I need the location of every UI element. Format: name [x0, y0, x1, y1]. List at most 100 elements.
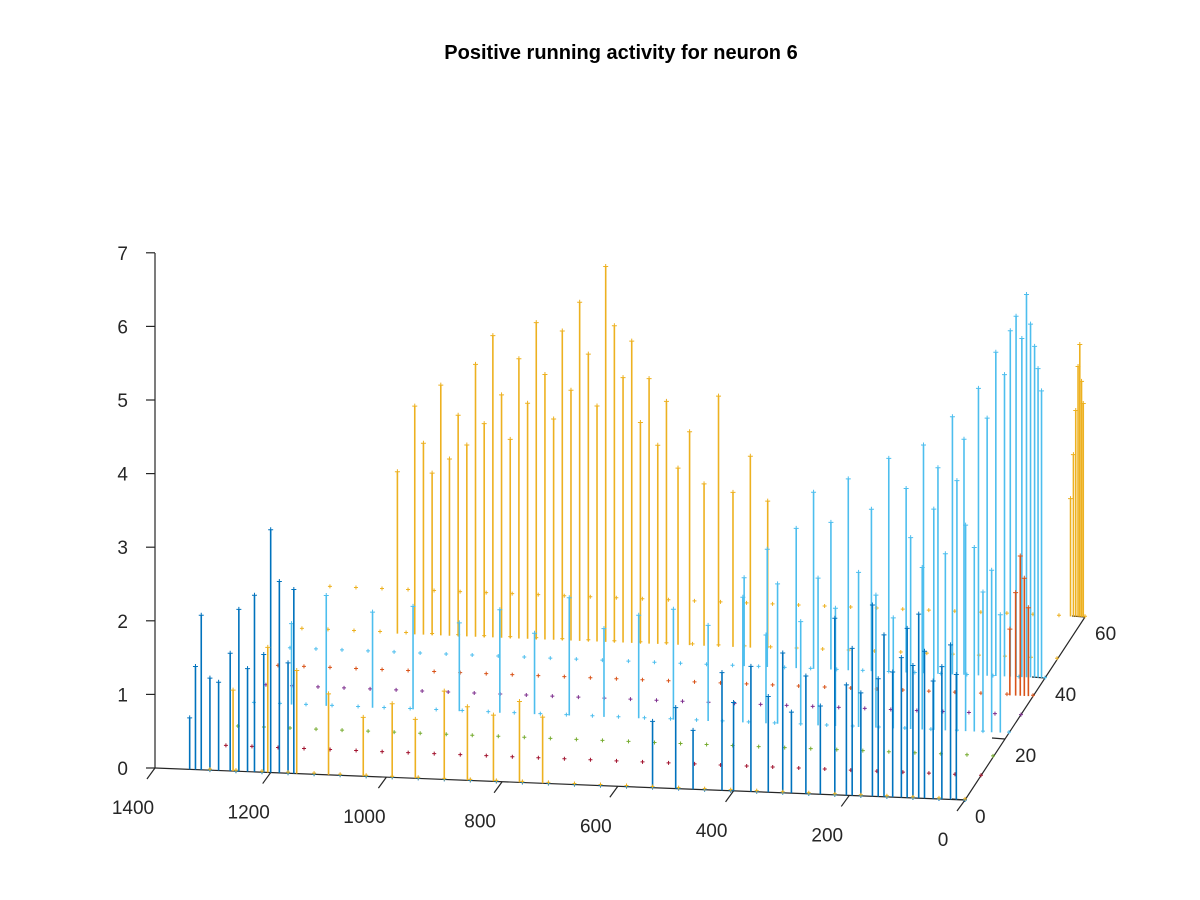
stem-marker — [412, 716, 418, 722]
base-marker — [340, 647, 345, 652]
base-marker — [966, 710, 971, 715]
base-marker — [822, 684, 827, 689]
base-marker — [366, 729, 371, 734]
base-marker — [548, 736, 553, 741]
base-marker — [327, 584, 332, 589]
z-tick-label: 3 — [117, 538, 128, 559]
base-marker — [702, 786, 707, 791]
z-tick-label: 1 — [117, 685, 128, 706]
x-tick-label: 400 — [696, 821, 728, 842]
x-axis-line — [154, 767, 966, 801]
stem-marker — [741, 575, 747, 581]
z-tick-label: 6 — [117, 317, 128, 338]
base-marker — [406, 668, 411, 673]
series — [287, 292, 1047, 680]
stem-marker — [731, 700, 737, 706]
stem-marker — [1019, 336, 1025, 342]
stem-marker — [849, 645, 855, 651]
base-marker — [884, 793, 889, 798]
base-marker — [770, 765, 775, 770]
base-marker — [678, 741, 683, 746]
base-marker — [1004, 692, 1009, 697]
stem-marker — [1079, 378, 1085, 384]
stem-marker — [410, 603, 416, 609]
base-marker — [299, 626, 304, 631]
stem-marker — [719, 670, 725, 676]
base-marker — [624, 783, 629, 788]
stem-marker — [1017, 553, 1023, 559]
stem-marker — [207, 675, 213, 681]
base-marker — [694, 717, 699, 722]
stem-marker — [993, 349, 999, 355]
base-marker — [416, 775, 421, 780]
stem-marker — [1023, 292, 1029, 298]
stem-marker — [251, 592, 257, 598]
x-tick-label: 600 — [580, 816, 612, 837]
base-marker — [562, 674, 567, 679]
base-marker — [356, 704, 361, 709]
base-marker — [926, 689, 931, 694]
base-marker — [406, 750, 411, 755]
stem-marker — [764, 546, 770, 552]
stem-marker — [551, 416, 557, 422]
stem-marker — [673, 705, 679, 711]
base-marker — [486, 709, 491, 714]
base-marker — [640, 677, 645, 682]
stem-marker — [949, 414, 955, 420]
stem-marker — [456, 620, 462, 626]
base-marker — [628, 697, 633, 702]
base-marker — [510, 754, 515, 759]
stem-marker — [1021, 575, 1027, 581]
stem-marker — [441, 688, 447, 694]
base-marker — [562, 756, 567, 761]
stem-marker — [730, 489, 736, 495]
stem-marker — [997, 612, 1003, 618]
stem-marker — [919, 565, 925, 571]
base-marker — [512, 710, 517, 715]
stem-marker — [655, 442, 661, 448]
base-marker — [822, 603, 827, 608]
stem-marker — [971, 545, 977, 551]
stem-marker — [1077, 341, 1083, 347]
base-marker — [758, 702, 763, 707]
stem-marker — [798, 619, 804, 625]
stem-marker — [533, 320, 539, 326]
base-marker — [1056, 613, 1061, 618]
base-marker — [302, 746, 307, 751]
base-marker — [744, 681, 749, 686]
base-marker — [354, 666, 359, 671]
x-tick — [609, 785, 619, 798]
series — [263, 682, 1023, 717]
base-marker — [418, 650, 423, 655]
base-marker — [316, 684, 321, 689]
stem-marker — [763, 632, 769, 638]
stem-marker — [961, 436, 967, 442]
base-marker — [472, 690, 477, 695]
base-marker — [392, 649, 397, 654]
stem-marker — [910, 662, 916, 668]
base-marker — [772, 720, 777, 725]
base-marker — [404, 630, 409, 635]
stem-marker — [904, 625, 910, 631]
base-marker — [313, 646, 318, 651]
stem-marker — [568, 387, 574, 393]
base-marker — [928, 727, 933, 732]
stem-marker — [980, 589, 986, 595]
base-marker — [598, 782, 603, 787]
stem-marker — [611, 323, 617, 329]
stem-marker — [603, 264, 609, 270]
base-marker — [484, 753, 489, 758]
base-marker — [207, 767, 212, 772]
stem-marker — [216, 679, 222, 685]
stem-marker — [230, 687, 236, 693]
y-tick-label: 60 — [1095, 624, 1116, 645]
stem-marker — [1039, 388, 1045, 394]
base-marker — [832, 791, 837, 796]
base-marker — [678, 661, 683, 666]
stem-marker — [326, 691, 332, 697]
stem-marker — [620, 375, 626, 381]
stem-marker — [716, 393, 722, 399]
base-marker — [926, 771, 931, 776]
stem-marker — [869, 602, 875, 608]
stem-marker — [815, 575, 821, 581]
